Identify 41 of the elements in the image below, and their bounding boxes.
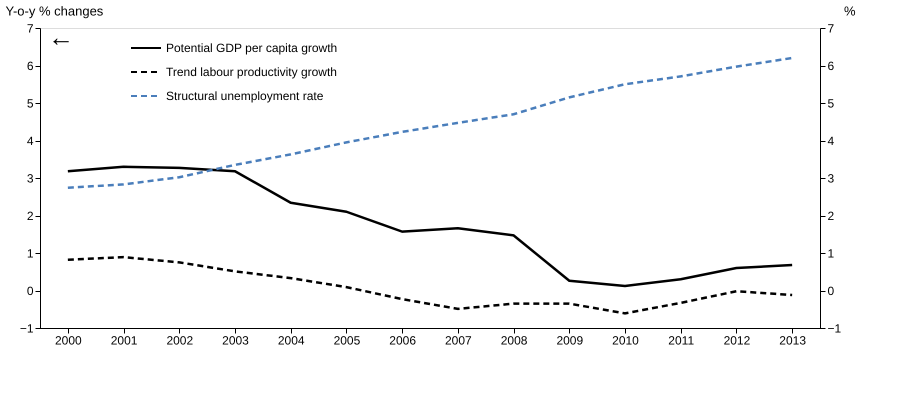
y-tick-label: −1: [20, 322, 34, 336]
legend-label: Structural unemployment rate: [166, 89, 324, 103]
x-tick-label: 2012: [724, 334, 751, 348]
y-axis-title: Y-o-y % changes: [6, 4, 104, 18]
y2-tick-label: 0: [828, 284, 834, 298]
x-tick-label: 2000: [55, 334, 82, 348]
x-tick-label: 2008: [500, 334, 528, 348]
x-tick-label: 2013: [779, 334, 806, 348]
y2-tick-label: 2: [828, 209, 834, 223]
y2-axis-title: %: [844, 4, 856, 18]
y2-tick-label: 6: [828, 59, 834, 73]
annotation: ←: [48, 22, 74, 52]
y2-tick-label: 5: [828, 96, 834, 110]
x-tick-label: 2006: [389, 334, 416, 348]
y2-tick-label: 1: [828, 246, 834, 260]
legend-label: Potential GDP per capita growth: [166, 41, 338, 55]
x-tick-label: 2007: [445, 334, 472, 348]
y-tick-label: 1: [26, 246, 34, 260]
y2-tick-label: 7: [828, 22, 834, 36]
y-tick-label: 3: [26, 172, 34, 186]
y2-tick-label: 3: [828, 172, 834, 186]
y-tick-label: 0: [26, 284, 34, 298]
x-tick-label: 2009: [556, 334, 584, 348]
y2-tick-label: −1: [828, 322, 842, 336]
y-tick-label: 4: [26, 134, 34, 148]
line-series: [66, 256, 794, 315]
x-tick-label: 2011: [668, 334, 694, 348]
legend-label: Trend labour productivity growth: [166, 65, 337, 79]
x-tick-label: 2001: [110, 334, 138, 348]
x-tick-label: 2003: [222, 334, 250, 348]
y-tick-label: 7: [26, 22, 34, 36]
x-tick-label: 2005: [334, 334, 361, 348]
x-tick-label: 2010: [612, 334, 640, 348]
y-tick-label: 2: [26, 209, 34, 223]
x-tick-label: 2002: [166, 334, 194, 348]
x-tick-label: 2004: [278, 334, 305, 348]
y2-tick-label: 4: [828, 134, 834, 148]
line-series: [66, 166, 794, 288]
y-tick-label: 5: [26, 96, 34, 110]
y-tick-label: 6: [26, 59, 34, 73]
line-series: [66, 56, 794, 189]
